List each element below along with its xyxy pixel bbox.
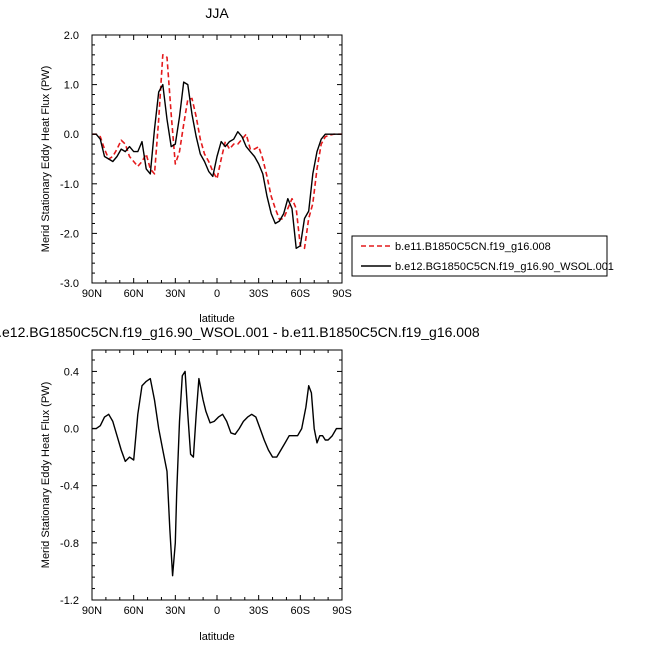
x-tick-label: 30N <box>165 605 185 617</box>
y-tick-label: 2.0 <box>64 30 79 42</box>
y-tick-label: 0.4 <box>64 366 79 378</box>
x-axis-label-bottom: latitude <box>199 631 234 643</box>
x-tick-label: 30S <box>249 288 269 300</box>
legend-label-series-1: b.e11.B1850C5CN.f19_g16.008 <box>395 241 551 253</box>
x-tick-label: 30S <box>249 605 269 617</box>
chart-title-top: JJA <box>205 5 229 21</box>
y-axis-label-bottom: Merid Stationary Eddy Heat Flux (PW) <box>40 382 52 568</box>
chart-title-bottom: b.e12.BG1850C5CN.f19_g16.90_WSOL.001 - b… <box>0 324 480 340</box>
x-tick-label: 60S <box>291 288 311 300</box>
y-tick-label: -2.0 <box>60 228 79 240</box>
x-tick-label: 90S <box>332 288 352 300</box>
x-tick-label: 90S <box>332 605 352 617</box>
y-tick-label: 1.0 <box>64 80 79 92</box>
x-tick-label: 90N <box>82 288 102 300</box>
panel-bottom: b.e12.BG1850C5CN.f19_g16.90_WSOL.001 - b… <box>0 324 480 643</box>
y-tick-label: 0.0 <box>64 129 79 141</box>
x-tick-label: 0 <box>214 605 220 617</box>
y-axis-label-top: Merid Stationary Eddy Heat Flux (PW) <box>40 66 52 252</box>
ticks-bottom: 90N 60N 30N 0 30S 60S 90S 0.4 0.0 -0.4 -0.8 -1.2 <box>60 350 352 617</box>
x-axis-label-top: latitude <box>199 313 234 325</box>
plot-frame-bottom <box>91 349 343 601</box>
x-tick-label: 90N <box>82 605 102 617</box>
legend: b.e11.B1850C5CN.f19_g16.008 b.e12.BG1850… <box>351 235 614 277</box>
series-bottom <box>92 370 342 577</box>
ticks-top: 90N 60N 30N 0 30S 60S 90S 2.0 1.0 0.0 -1.0 -2.0 -3.0 <box>60 30 352 300</box>
y-tick-label: 0.0 <box>64 424 79 436</box>
x-tick-label: 60N <box>124 288 144 300</box>
y-tick-label: -1.0 <box>60 179 79 191</box>
x-tick-label: 30N <box>165 288 185 300</box>
panel-top: JJA 90N 60N 30N 0 30S 60S 90S 2.0 1.0 0.0 -1.0 -2.0… <box>40 5 614 325</box>
series-line-top-2 <box>92 81 342 250</box>
y-tick-label: -0.4 <box>60 481 79 493</box>
y-tick-label: -0.8 <box>60 538 79 550</box>
series-top <box>92 53 342 250</box>
x-tick-label: 60N <box>124 605 144 617</box>
y-tick-label: -3.0 <box>60 278 79 290</box>
legend-box <box>351 235 608 277</box>
y-tick-label: -1.2 <box>60 595 79 607</box>
x-tick-label: 0 <box>214 288 220 300</box>
x-tick-label: 60S <box>291 605 311 617</box>
series-line-bottom-1 <box>92 370 342 577</box>
legend-label-series-2: b.e12.BG1850C5CN.f19_g16.90_WSOL.001 <box>395 261 614 273</box>
